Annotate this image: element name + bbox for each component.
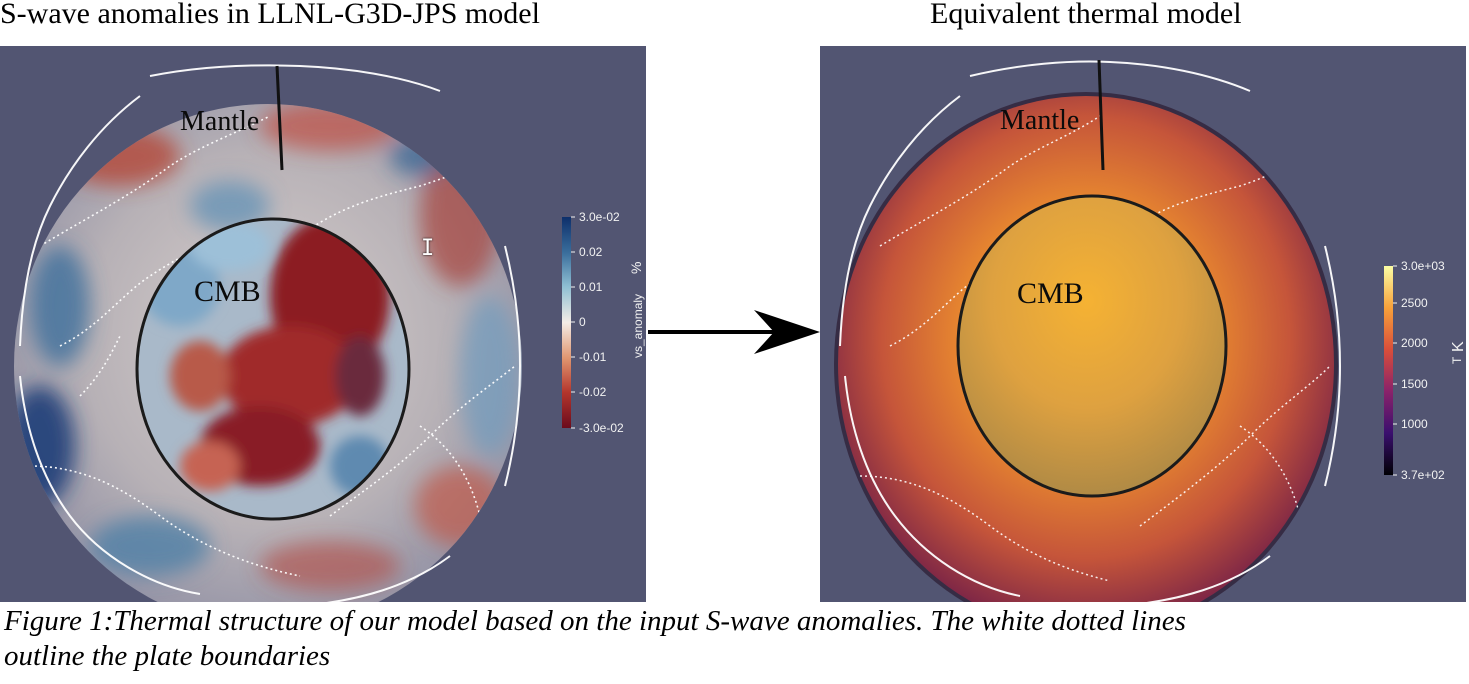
left-colorbar-tick: 3.0e-02 [579,210,620,224]
core-mantle-boundary-sphere [135,217,411,521]
text-cursor-icon: I [421,236,435,261]
right-colorbar-tick: 1000 [1401,417,1428,431]
right-colorbar-tick: 1500 [1401,377,1428,391]
section-line [275,65,284,171]
left-colorbar-tick: 0.01 [579,280,603,294]
vs-anomaly-colorbar [562,217,571,428]
right-mantle-label: Mantle [1000,105,1080,136]
thermal-model-panel: Mantle CMB 3.0e+03 2500 2000 1500 1000 3… [820,46,1466,602]
left-figure-title: S-wave anomalies in LLNL-G3D-JPS model [0,0,540,30]
caption-line-2: outline the plate boundaries [4,640,331,672]
swave-anomaly-panel: Mantle CMB 3.0e-02 0.02 0.01 0 -0.01 -0.… [0,46,646,602]
right-cmb-label: CMB [1017,277,1084,310]
left-mantle-label: Mantle [180,106,260,137]
core-mantle-boundary-sphere [956,194,1228,498]
thermal-earth-render [834,59,1397,602]
left-colorbar-unit: % [628,261,644,274]
left-colorbar-tick: 0.02 [579,245,603,259]
left-colorbar-title: vs_anomaly [631,293,645,358]
section-line [1097,59,1105,171]
left-cmb-label: CMB [194,275,261,308]
left-colorbar-tick: 0 [579,315,586,329]
temperature-colorbar [1384,266,1393,475]
right-colorbar-tick: 3.7e+02 [1401,468,1445,482]
left-colorbar-tick: -3.0e-02 [579,421,624,435]
caption-line-1: Figure 1:Thermal structure of our model … [4,605,1186,637]
right-arrow-icon [648,310,820,354]
left-colorbar-tick: -0.02 [579,385,607,399]
swave-earth-render [14,64,575,602]
right-figure-title: Equivalent thermal model [930,0,1242,30]
left-colorbar-tick: -0.01 [579,350,607,364]
right-colorbar-unit: K [1450,341,1466,352]
right-colorbar-title: T [1450,356,1464,364]
right-colorbar-tick: 3.0e+03 [1401,259,1445,273]
right-colorbar-tick: 2500 [1401,296,1428,310]
figure-caption: Figure 1:Thermal structure of our model … [4,604,1464,674]
right-colorbar-tick: 2000 [1401,336,1428,350]
